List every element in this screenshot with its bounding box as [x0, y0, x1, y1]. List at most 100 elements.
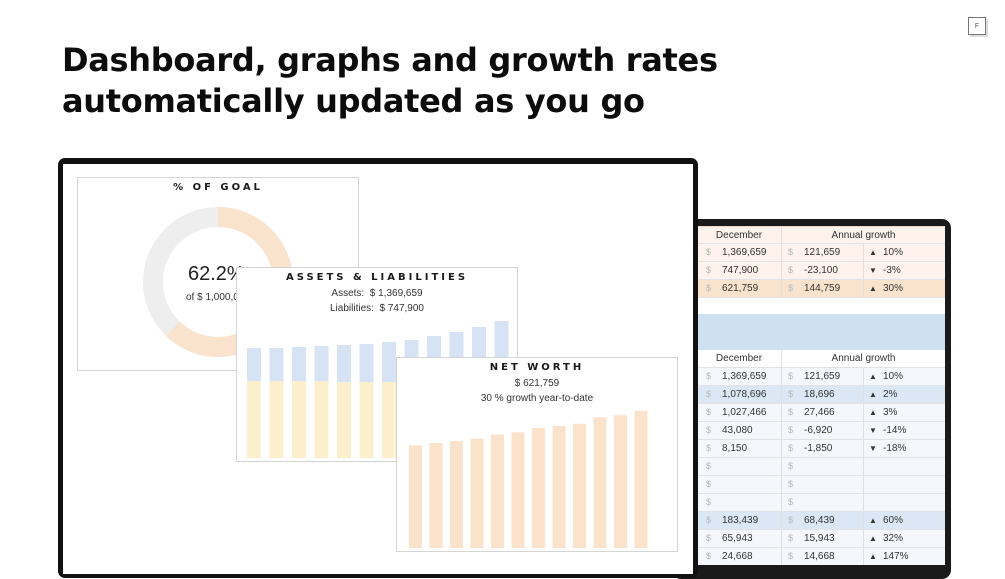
- table-row[interactable]: $ $: [697, 458, 945, 476]
- annual-growth-value: 14,668: [804, 551, 835, 562]
- dollar-sign: $: [788, 515, 794, 525]
- networth-value: $ 621,759: [514, 378, 560, 389]
- liabilities-label: Liabilities:: [330, 303, 374, 314]
- column-divider: [781, 494, 782, 511]
- dollar-sign: $: [706, 461, 712, 471]
- column-divider: [781, 404, 782, 421]
- table-row[interactable]: $747,900 $ -23,100 ▼ -3%: [697, 262, 945, 280]
- column-divider: [781, 386, 782, 403]
- column-divider: [781, 458, 782, 475]
- december-value: 183,439: [722, 515, 759, 526]
- headline-line-2: automatically updated as you go: [62, 82, 645, 120]
- annual-growth-value: 121,659: [804, 371, 841, 382]
- annual-growth-value: 68,439: [804, 515, 835, 526]
- net-worth-bar: [409, 445, 422, 548]
- dollar-sign: $: [706, 551, 712, 561]
- assets-bar: [269, 348, 284, 381]
- table-row[interactable]: $1,369,659 $121,659 ▲ 10%: [697, 368, 945, 386]
- growth-percent: -18%: [883, 443, 907, 454]
- down-arrow-icon: ▼: [869, 444, 877, 453]
- net-worth-bar: [511, 432, 525, 548]
- dollar-sign: $: [706, 497, 712, 507]
- growth-percent: 10%: [883, 247, 904, 258]
- dollar-sign: $: [706, 371, 712, 381]
- dollar-sign: $: [706, 389, 712, 399]
- december-value: 1,027,466: [722, 407, 767, 418]
- growth-percent: -3%: [883, 265, 901, 276]
- net-worth-bar: [552, 425, 566, 548]
- net-worth-bar: [573, 423, 586, 548]
- december-value: 1,078,696: [722, 389, 767, 400]
- assets-bar: [382, 342, 396, 382]
- dollar-sign: $: [788, 247, 794, 257]
- annual-growth-value: 18,696: [804, 389, 835, 400]
- annual-growth-value: 15,943: [804, 533, 835, 544]
- column-divider: [863, 512, 864, 529]
- assets-label: Assets:: [331, 288, 365, 299]
- dollar-sign: $: [706, 533, 712, 543]
- growth-percent: 3%: [883, 407, 898, 418]
- liabilities-value: $ 747,900: [379, 303, 424, 314]
- net-worth-bar: [634, 410, 648, 548]
- liabilities-line: Liabilities: $ 747,900: [237, 303, 517, 314]
- december-value: 1,369,659: [722, 247, 767, 258]
- column-divider: [781, 476, 782, 493]
- assets-line: Assets: $ 1,369,659: [237, 288, 517, 299]
- table-row[interactable]: $43,080 $ -6,920 ▼ -14%: [697, 422, 945, 440]
- assets-value: $ 1,369,659: [369, 288, 423, 299]
- column-divider: [781, 244, 782, 261]
- liabilities-bar: [382, 382, 396, 458]
- table-row[interactable]: $1,078,696 $18,696 ▲ 2%: [697, 386, 945, 404]
- goal-target: of $ 1,000,000: [186, 292, 250, 303]
- up-arrow-icon: ▲: [869, 408, 877, 417]
- table-row[interactable]: $65,943 $15,943 ▲ 32%: [697, 530, 945, 548]
- column-divider: [863, 458, 864, 475]
- net-worth-bar: [593, 417, 607, 548]
- net-worth-bar: [450, 440, 463, 548]
- net-worth-bar: [614, 415, 627, 548]
- dollar-sign: $: [788, 371, 794, 381]
- table-row[interactable]: $183,439 $68,439 ▲ 60%: [697, 512, 945, 530]
- table-row[interactable]: $ $: [697, 494, 945, 512]
- liabilities-bar: [314, 381, 329, 458]
- dollar-sign: $: [706, 407, 712, 417]
- dollar-sign: $: [706, 247, 712, 257]
- column-divider: [863, 548, 864, 565]
- table-row[interactable]: $8,150 $ -1,850 ▼ -18%: [697, 440, 945, 458]
- section-band: [697, 314, 945, 350]
- december-value: 8,150: [722, 443, 748, 454]
- dollar-sign: $: [788, 461, 794, 471]
- assets-bar: [314, 346, 329, 381]
- table-bottom-header-row: December Annual growth: [697, 350, 945, 368]
- column-divider: [781, 368, 782, 385]
- table-row[interactable]: $621,759 $144,759 ▲ 30%: [697, 280, 945, 298]
- header-december: December: [715, 230, 763, 241]
- december-value: 621,759: [722, 283, 759, 294]
- annual-growth-value: 27,466: [804, 407, 835, 418]
- column-divider: [863, 404, 864, 421]
- dollar-sign: $: [788, 425, 794, 435]
- networth-card-title: NET WORTH: [489, 362, 585, 373]
- up-arrow-icon: ▲: [869, 284, 877, 293]
- annual-growth-value: -23,100: [804, 265, 838, 276]
- header-annual-growth: Annual growth: [831, 230, 896, 241]
- table-row[interactable]: $1,027,466 $27,466 ▲ 3%: [697, 404, 945, 422]
- december-value: 747,900: [722, 265, 759, 276]
- column-divider: [781, 280, 782, 297]
- assets-bar: [247, 348, 261, 381]
- column-divider: [863, 440, 864, 457]
- table-row[interactable]: $24,668 $14,668 ▲ 147%: [697, 548, 945, 565]
- assets-bar: [337, 345, 351, 382]
- assets-card-title: ASSETS & LIABILITIES: [285, 272, 469, 283]
- down-arrow-icon: ▼: [869, 266, 877, 275]
- growth-percent: 10%: [883, 371, 904, 382]
- dollar-sign: $: [788, 407, 794, 417]
- spreadsheet-view[interactable]: December Annual growth $1,369,659 $121,65…: [697, 226, 945, 565]
- column-divider: [781, 350, 782, 367]
- header-december: December: [715, 353, 763, 364]
- growth-percent: 30%: [883, 283, 904, 294]
- table-row[interactable]: $1,369,659 $121,659 ▲ 10%: [697, 244, 945, 262]
- column-divider: [863, 476, 864, 493]
- growth-percent: 32%: [883, 533, 904, 544]
- table-row[interactable]: $ $: [697, 476, 945, 494]
